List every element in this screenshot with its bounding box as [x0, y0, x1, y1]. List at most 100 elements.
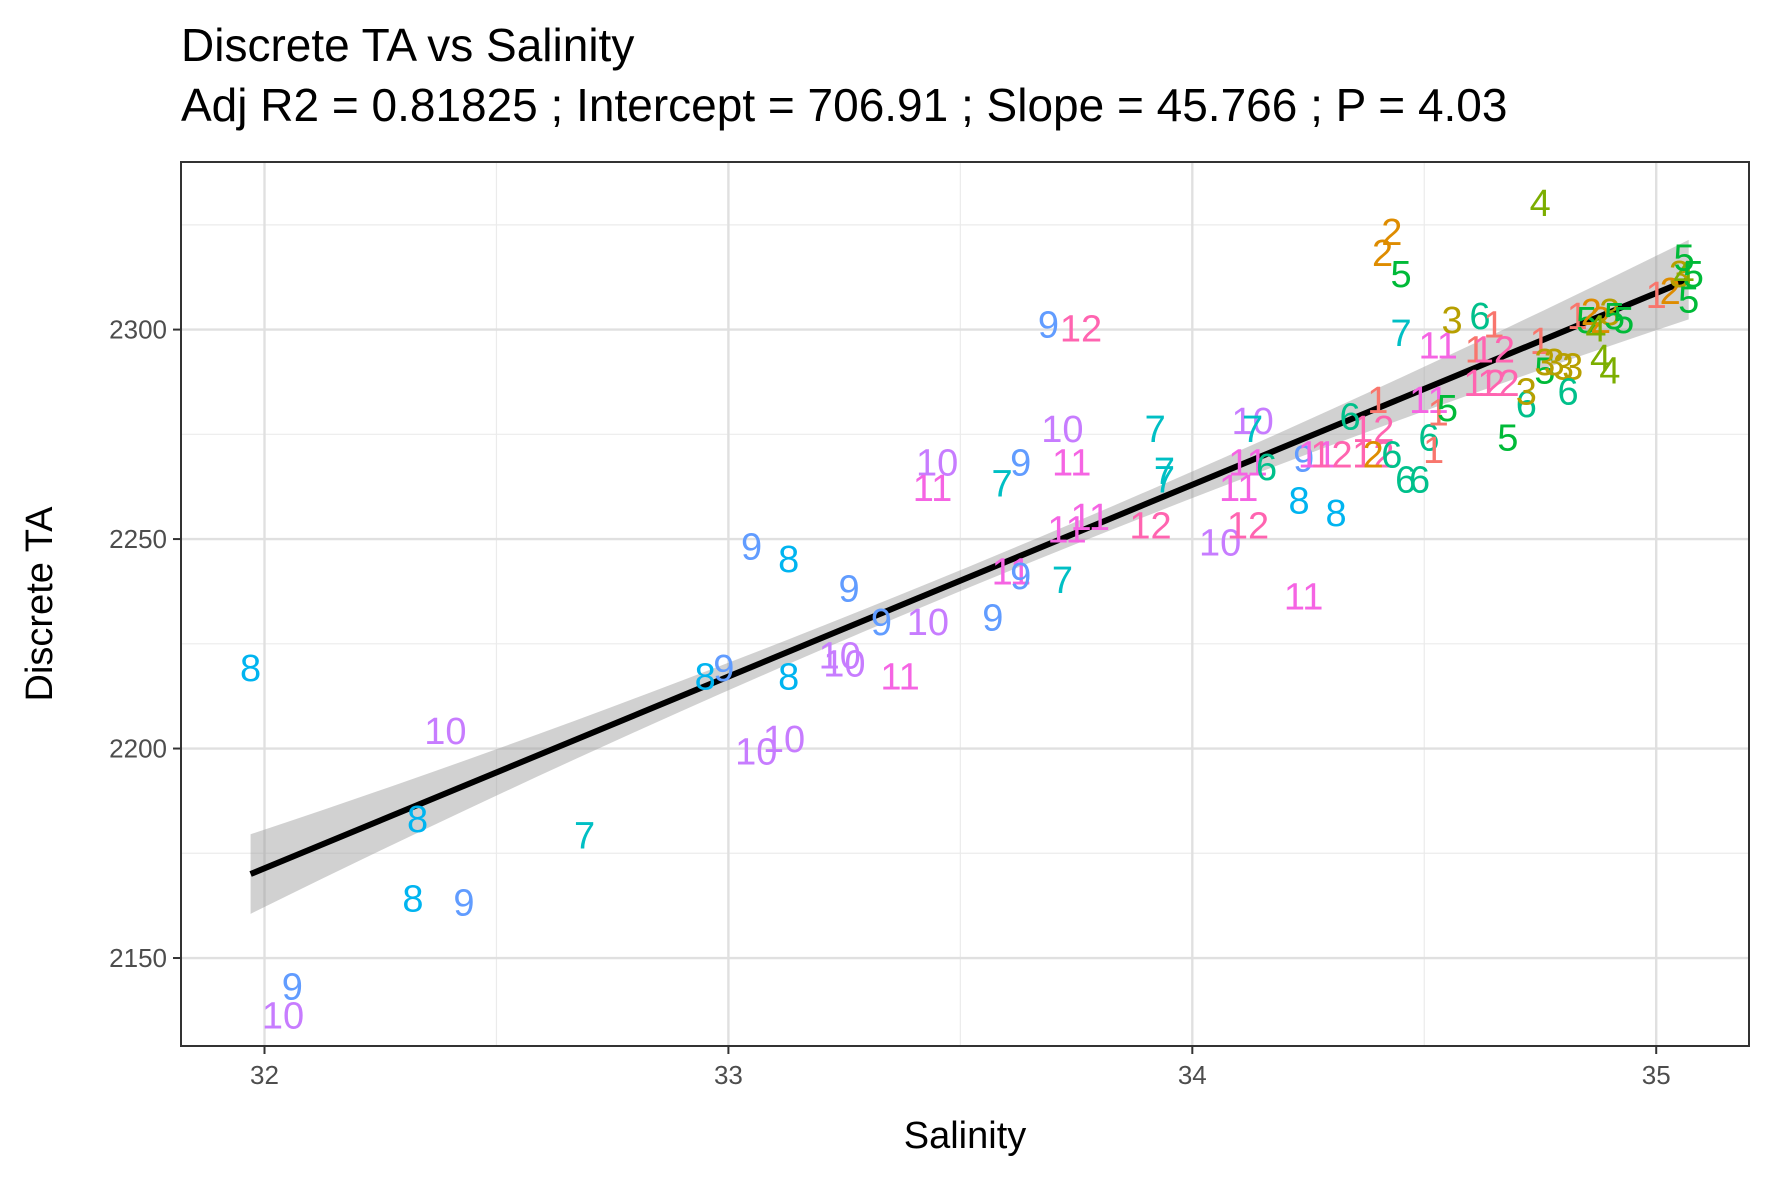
data-point-label: 7	[1242, 409, 1263, 451]
data-point-label: 3	[1562, 346, 1583, 388]
data-point-label: 1	[1567, 296, 1588, 338]
data-point-label: 10	[1231, 401, 1273, 443]
data-point-label: 8	[695, 656, 716, 698]
y-tick-label: 2300	[109, 315, 167, 345]
data-point-label: 11	[1228, 443, 1267, 485]
data-point-label: 6	[1381, 434, 1402, 476]
data-point-label: 8	[778, 656, 799, 698]
regression-line-layer	[249, 276, 1690, 877]
plot-panel-background	[181, 162, 1749, 1046]
data-point-label: 11	[1418, 325, 1457, 367]
data-point-label: 3	[1544, 342, 1565, 384]
data-point-label: 2	[1590, 300, 1611, 342]
y-tick-label: 2200	[109, 734, 167, 764]
data-point-label: 2	[1372, 233, 1393, 275]
data-point-label: 2	[1581, 292, 1602, 334]
data-point-label: 4	[1590, 338, 1611, 380]
data-point-label: 3	[1599, 292, 1620, 334]
data-point-label: 4	[1599, 350, 1620, 392]
data-point-label: 9	[1038, 304, 1059, 346]
data-point-label: 5	[1604, 296, 1625, 338]
data-point-label: 2	[1381, 212, 1402, 254]
data-point-label: 5	[1678, 279, 1699, 321]
data-point-label: 10	[1041, 409, 1083, 451]
data-point-label: 12	[1473, 330, 1515, 372]
data-point-label: 12	[1060, 309, 1102, 351]
data-point-label: 12	[1227, 505, 1269, 547]
data-point-label: 6	[1409, 459, 1430, 501]
data-point-label: 9	[453, 883, 474, 925]
y-axis-title: Discrete TA	[19, 506, 61, 702]
data-point-label: 11	[880, 656, 919, 698]
data-point-label: 12	[1352, 409, 1394, 451]
data-point-label: 12	[1352, 434, 1394, 476]
data-point-label: 9	[1010, 443, 1031, 485]
data-point-label: 5	[1497, 418, 1518, 460]
data-point-label: 1	[1530, 321, 1551, 363]
data-point-label: 11	[1071, 497, 1110, 539]
x-axis-title: Salinity	[904, 1115, 1027, 1157]
data-point-label: 10	[1199, 522, 1241, 564]
data-point-label: 1	[1423, 430, 1444, 472]
data-point-label: 5	[1391, 254, 1412, 296]
data-point-label: 10	[262, 996, 304, 1038]
data-point-label: 6	[1469, 296, 1490, 338]
data-point-label: 5	[1613, 300, 1634, 342]
data-point-label: 8	[1288, 480, 1309, 522]
data-point-label: 10	[735, 732, 777, 774]
data-point-label: 12	[1477, 363, 1519, 405]
data-point-label: 10	[424, 711, 466, 753]
data-point-label: 10	[907, 602, 949, 644]
data-point-label: 10	[819, 635, 861, 677]
data-point-label: 10	[916, 443, 958, 485]
chart-subtitle: Adj R2 = 0.81825 ; Intercept = 706.91 ; …	[181, 79, 1508, 131]
data-point-label: 5	[1437, 388, 1458, 430]
data-point-label: 6	[1395, 459, 1416, 501]
data-point-label: 2	[1363, 434, 1384, 476]
data-point-label: 10	[823, 644, 865, 686]
data-point-label: 9	[871, 602, 892, 644]
data-point-label: 6	[1558, 371, 1579, 413]
data-point-label: 3	[1534, 342, 1555, 384]
data-point-label: 10	[763, 719, 805, 761]
data-point-label: 5	[1673, 237, 1694, 279]
data-point-label: 9	[838, 568, 859, 610]
plot-panel-border	[180, 161, 1750, 1047]
data-point-label: 7	[1052, 560, 1073, 602]
data-point-label: 9	[1010, 556, 1031, 598]
data-point-label: 7	[574, 816, 595, 858]
data-point-label: 2	[1660, 271, 1681, 313]
data-point-label: 3	[1442, 300, 1463, 342]
data-point-label: 7	[992, 464, 1013, 506]
data-point-label: 3	[1516, 371, 1537, 413]
chart-title: Discrete TA vs Salinity	[181, 19, 635, 71]
data-point-label: 5	[1576, 300, 1597, 342]
data-point-label: 1	[1367, 380, 1388, 422]
data-point-label: 11	[1047, 510, 1086, 552]
data-point-label: 7	[1154, 459, 1175, 501]
x-tick-label: 32	[250, 1060, 279, 1090]
data-point-label: 1	[1465, 330, 1486, 372]
data-point-label: 1	[1646, 275, 1667, 317]
data-point-label: 7	[1154, 451, 1175, 493]
data-point-label: 3	[1669, 254, 1690, 296]
y-tick-label: 2250	[109, 524, 167, 554]
data-point-label: 8	[778, 539, 799, 581]
data-point-label: 12	[1129, 505, 1171, 547]
data-point-label: 8	[402, 878, 423, 920]
grid-lines	[181, 162, 1749, 1046]
data-point-label: 6	[1516, 384, 1537, 426]
data-point-label: 11	[992, 552, 1031, 594]
data-point-label: 5	[1683, 254, 1704, 296]
x-axis-ticks: 32 33 34 35	[250, 1046, 1671, 1090]
data-point-label: 8	[240, 648, 261, 690]
data-point-label: 11	[1409, 380, 1448, 422]
data-point-label: 7	[1391, 313, 1412, 355]
data-point-label: 6	[1256, 447, 1277, 489]
data-point-label: 3	[1553, 346, 1574, 388]
data-point-label: 12	[1463, 363, 1505, 405]
data-point-label: 8	[407, 799, 428, 841]
data-point-label: 6	[1418, 418, 1439, 460]
y-axis-ticks: 2150 2200 2250 2300	[109, 315, 181, 973]
data-point-label: 4	[1530, 183, 1551, 225]
